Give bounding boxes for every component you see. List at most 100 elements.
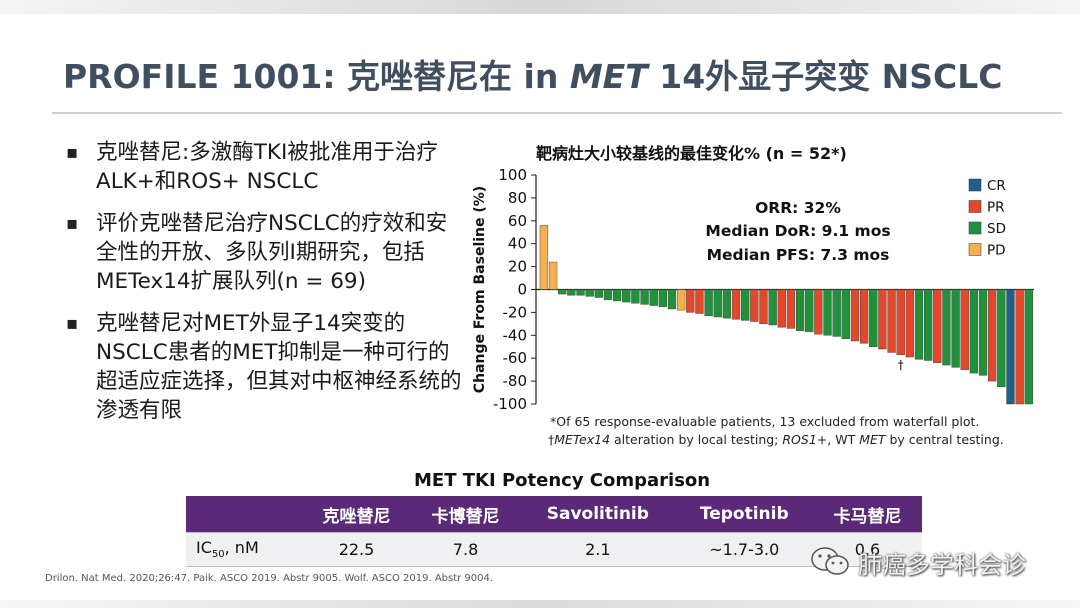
title-divider	[52, 112, 1062, 114]
waterfall-bar	[640, 289, 649, 305]
potency-table: 克唑替尼 卡博替尼 Savolitinib Tepotinib 卡马替尼 IC5…	[186, 496, 922, 567]
y-tick-label: 100	[498, 166, 527, 184]
waterfall-bar	[722, 289, 732, 319]
waterfall-bar	[960, 289, 969, 370]
y-tick-label: -60	[503, 349, 528, 367]
waterfall-bar	[969, 289, 979, 374]
waterfall-bar	[951, 289, 960, 368]
footnote-metex14: METex14	[554, 432, 611, 447]
waterfall-bar	[622, 289, 631, 303]
waterfall-bar	[649, 289, 658, 306]
waterfall-bar	[896, 289, 905, 355]
waterfall-bar	[695, 289, 704, 314]
slide-title: PROFILE 1001: 克唑替尼在 in MET 14外显子突变 NSCLC	[63, 50, 1003, 98]
footnote-met: MET	[859, 432, 886, 447]
waterfall-bar	[567, 289, 576, 296]
waterfall-bar	[594, 289, 603, 298]
watermark-text: 肺癌多学科会诊	[858, 550, 1026, 579]
dagger-mark: †	[898, 358, 904, 372]
waterfall-bar	[933, 289, 942, 363]
annotation-text: Median DoR: 9.1 mos	[705, 222, 890, 240]
waterfall-bar	[878, 289, 887, 350]
waterfall-bar	[768, 289, 777, 326]
ic50-label-main: IC	[196, 538, 212, 558]
title-part-2: 14外显子突变 NSCLC	[647, 57, 1003, 96]
header-crizotinib: 克唑替尼	[302, 496, 412, 533]
footnote-dagger: †	[548, 432, 555, 447]
header-blank	[186, 496, 302, 533]
legend-swatch	[968, 200, 982, 213]
bullet-item: 评价克唑替尼治疗NSCLC的疗效和安全性的开放、多队列I期研究，包括METex1…	[66, 209, 466, 296]
legend-swatch	[968, 243, 982, 256]
waterfall-bar	[585, 289, 594, 297]
annotation-text: Median PFS: 7.3 mos	[707, 246, 890, 264]
waterfall-bar	[686, 289, 695, 313]
waterfall-bar	[667, 289, 677, 310]
annotation-text: ORR: 32%	[755, 199, 841, 217]
y-tick-label: -100	[493, 395, 527, 411]
waterfall-bar	[997, 289, 1006, 388]
waterfall-bar	[658, 289, 667, 307]
y-tick-label: -80	[503, 372, 528, 390]
title-italic: MET	[569, 57, 648, 96]
waterfall-bar	[777, 289, 786, 328]
waterfall-bar	[988, 289, 997, 382]
legend-swatch	[968, 221, 982, 235]
waterfall-bar	[750, 289, 759, 322]
waterfall-bar	[942, 289, 951, 366]
ic50-cabozantinib: 7.8	[411, 532, 521, 567]
y-tick-label: 40	[508, 235, 527, 253]
waterfall-bar	[1015, 289, 1024, 405]
waterfall-bar	[832, 289, 841, 337]
waterfall-bar	[978, 289, 988, 376]
waterfall-bar	[548, 261, 558, 290]
header-cabozantinib: 卡博替尼	[411, 496, 521, 533]
waterfall-bar	[924, 289, 933, 361]
bullet-list: 克唑替尼:多激酶TKI被批准用于治疗ALK+和ROS+ NSCLC 评价克唑替尼…	[66, 138, 466, 438]
waterfall-bar	[612, 289, 622, 302]
waterfall-bar	[786, 289, 796, 329]
waterfall-bar	[859, 289, 869, 344]
chart-title: 靶病灶大小较基线的最佳变化% (n = 52*)	[536, 144, 847, 163]
legend-label: PD	[987, 243, 1006, 259]
references: Drilon. Nat Med. 2020;26:47. Paik. ASCO …	[45, 573, 494, 584]
waterfall-bar	[795, 289, 805, 331]
bullet-item: 克唑替尼:多激酶TKI被批准用于治疗ALK+和ROS+ NSCLC	[66, 138, 466, 196]
waterfall-bar	[539, 225, 549, 290]
watermark: 肺癌多学科会诊	[810, 542, 1060, 582]
waterfall-bar	[603, 289, 613, 301]
footnote-ros1: ROS1	[782, 432, 817, 447]
waterfall-bar	[576, 289, 585, 296]
legend-swatch	[968, 178, 982, 192]
waterfall-chart: 100 80 60 40 20 0 -20 -40 -60 -80 -100 Change From …	[460, 136, 1080, 456]
y-tick-label: 60	[508, 212, 527, 230]
waterfall-bar	[677, 289, 686, 311]
y-tick-label: -40	[503, 326, 528, 344]
ic50-tepotinib: ~1.7-3.0	[675, 532, 813, 567]
y-tick-label: 80	[508, 189, 527, 207]
y-tick-label: 0	[517, 281, 527, 299]
y-tick-label: -20	[503, 303, 528, 321]
legend-label: PR	[987, 200, 1005, 216]
legend-label: SD	[987, 221, 1006, 237]
y-tick-label: 20	[508, 258, 527, 276]
bottom-gradient-bar	[0, 600, 1080, 608]
ic50-crizotinib: 22.5	[302, 532, 412, 567]
waterfall-bar	[759, 289, 768, 325]
waterfall-chart-svg: 100 80 60 40 20 0 -20 -40 -60 -80 -100 Change From …	[472, 166, 1034, 411]
header-capmatinib: 卡马替尼	[812, 496, 922, 533]
waterfall-bar	[741, 289, 750, 321]
waterfall-bar	[814, 289, 823, 335]
footnote-text-e: +, WT	[816, 432, 860, 447]
ic50-label-sub: 50	[211, 549, 225, 561]
wechat-icon	[810, 545, 852, 579]
waterfall-bar	[731, 289, 741, 320]
waterfall-bar	[1024, 289, 1033, 405]
footnote-1: *Of 65 response-evaluable patients, 13 e…	[550, 414, 980, 429]
waterfall-bar	[841, 289, 850, 339]
ic50-label-tail: , nM	[224, 538, 259, 558]
footnote-2: †METex14 alteration by local testing; RO…	[548, 432, 1004, 447]
header-tepotinib: Tepotinib	[675, 496, 813, 533]
waterfall-bar	[805, 289, 814, 333]
potency-header-row: 克唑替尼 卡博替尼 Savolitinib Tepotinib 卡马替尼	[186, 496, 922, 533]
